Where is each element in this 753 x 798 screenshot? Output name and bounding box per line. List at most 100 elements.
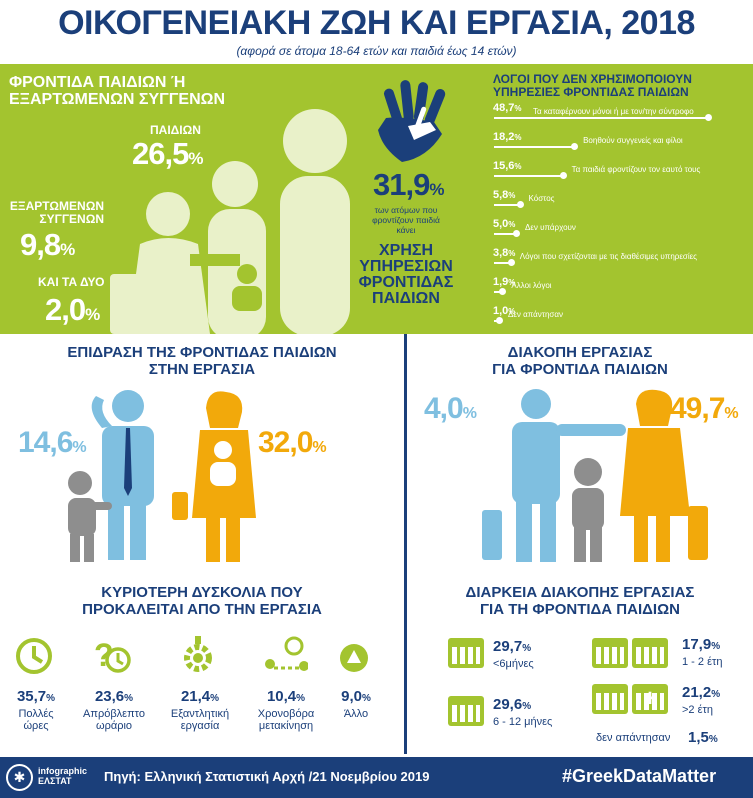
usage-description: των ατόμων που φροντίζουν παιδιά κάνει bbox=[358, 205, 454, 235]
footer-source: Πηγή: Ελληνική Στατιστική Αρχή /21 Νοεμβ… bbox=[104, 769, 430, 784]
difficulty-label-line: Χρονοβόρα bbox=[257, 708, 315, 720]
percent-sign: % bbox=[514, 162, 522, 171]
percent-sign: % bbox=[522, 701, 532, 712]
difficulty-number: 9,0 bbox=[341, 688, 362, 705]
usage-desc-line: φροντίζουν παιδιά bbox=[372, 215, 440, 225]
percent-sign: % bbox=[711, 641, 721, 652]
difficulty-number: 23,6 bbox=[94, 688, 125, 705]
duration-heading-line: ΔΙΑΡΚΕΙΑ ΔΙΑΚΟΠΗΣ ΕΡΓΑΣΙΑΣ bbox=[465, 584, 695, 601]
reason-label: Λόγοι που σχετίζονται με τις διαθέσιμες … bbox=[519, 252, 698, 261]
percent-sign: % bbox=[85, 305, 100, 324]
elstat-logo-icon: ✱ bbox=[6, 764, 33, 791]
duration-label: 6 - 12 μήνες bbox=[493, 716, 553, 728]
relatives-label: ΕΞΑΡΤΩΜΕΝΩΝ ΣΥΓΓΕΝΩΝ bbox=[4, 200, 104, 226]
no-answer-value: 1,5% bbox=[688, 729, 718, 746]
percent-sign: % bbox=[46, 693, 56, 704]
percent-sign: % bbox=[514, 133, 522, 142]
usage-label-line: ΦΡΟΝΤΙΔΑΣ bbox=[358, 274, 454, 291]
parents-illustration bbox=[68, 390, 256, 562]
difficulty-label-line: ώρες bbox=[23, 720, 49, 732]
duration-label: >2 έτη bbox=[682, 704, 713, 716]
difficulty-label: Πολλές ώρες bbox=[0, 708, 78, 732]
page-title: ΟΙΚΟΓΕΝΕΙΑΚΗ ΖΩΗ ΚΑΙ ΕΡΓΑΣΙΑ, 2018 bbox=[58, 4, 695, 42]
calendar-plus-icon: + bbox=[632, 684, 668, 714]
both-label: ΚΑΙ ΤΑ ΔΥΟ bbox=[38, 275, 105, 289]
reasons-heading-line: ΥΠΗΡΕΣΙΕΣ ΦΡΟΝΤΙΔΑΣ ΠΑΙΔΙΩΝ bbox=[493, 85, 689, 99]
percent-sign: % bbox=[508, 191, 516, 200]
difficulty-heading: ΚΥΡΙΟΤΕΡΗ ΔΥΣΚΟΛΙΑ ΠΟΥ ΠΡΟΚΑΛΕΙΤΑΙ ΑΠΟ Τ… bbox=[0, 584, 404, 618]
clock-icon bbox=[16, 638, 52, 674]
difficulty-label: Απρόβλεπτο ωράριο bbox=[72, 708, 156, 732]
relatives-label-line: ΣΥΓΓΕΝΩΝ bbox=[39, 212, 104, 226]
difficulty-value: 10,4% bbox=[246, 688, 326, 705]
reason-value: 1,0% bbox=[493, 305, 515, 317]
section-divider bbox=[404, 334, 407, 754]
reason-bar bbox=[494, 262, 511, 264]
relatives-label-line: ΕΞΑΡΤΩΜΕΝΩΝ bbox=[9, 199, 104, 213]
calendar-icon bbox=[448, 696, 484, 726]
interruption-men-number: 4,0 bbox=[424, 392, 464, 425]
footer-logo-line: infographic bbox=[38, 766, 87, 776]
impact-women-value: 32,0% bbox=[258, 426, 327, 460]
duration-label: <6μήνες bbox=[493, 658, 534, 670]
duration-heading-line: ΓΙΑ ΤΗ ΦΡΟΝΤΙΔΑ ΠΑΙΔΙΩΝ bbox=[480, 601, 680, 618]
difficulty-value: 23,6% bbox=[74, 688, 154, 705]
reason-row: 3,8% Λόγοι που σχετίζονται με τις διαθέσι… bbox=[493, 247, 748, 269]
reason-row: 18,2% Βοηθούν συγγενείς και φίλοι bbox=[493, 131, 748, 153]
impact-men-value: 14,6% bbox=[18, 426, 87, 460]
reason-label: Δεν υπάρχουν bbox=[525, 223, 576, 232]
reason-value: 1,9% bbox=[493, 276, 515, 288]
percent-sign: % bbox=[522, 643, 532, 654]
footer: ✱ infographic ΕΛΣΤΑΤ Πηγή: Ελληνική Στατ… bbox=[0, 757, 753, 798]
reason-label: Τα καταφέρνουν μόνοι ή με τον/την σύντρο… bbox=[533, 107, 694, 116]
difficulty-label: Άλλο bbox=[314, 708, 398, 720]
reason-dot bbox=[499, 288, 507, 295]
page-subtitle: (αφορά σε άτομα 18-64 ετών και παιδιά έω… bbox=[236, 44, 517, 58]
reason-label: Δεν απάντησαν bbox=[508, 310, 563, 319]
difficulty-value: 35,7% bbox=[0, 688, 76, 705]
difficulty-label: Εξαντλητική εργασία bbox=[158, 708, 242, 732]
usage-label-line: ΠΑΙΔΙΩΝ bbox=[372, 290, 440, 307]
triangle-icon bbox=[340, 644, 368, 672]
footer-logo-text: infographic ΕΛΣΤΑΤ bbox=[38, 766, 87, 786]
reason-bar bbox=[494, 291, 503, 293]
footer-logo-line: ΕΛΣΤΑΤ bbox=[38, 776, 72, 786]
reason-bar bbox=[494, 233, 516, 235]
reason-dot bbox=[513, 230, 520, 237]
family-hug-illustration bbox=[482, 389, 708, 562]
interruption-women-number: 49,7 bbox=[670, 392, 725, 425]
percent-sign: % bbox=[462, 405, 477, 422]
reason-number: 1,9 bbox=[493, 276, 509, 288]
reasons-heading-line: ΛΟΓΟΙ ΠΟΥ ΔΕΝ ΧΡΗΣΙΜΟΠΟΙΟΥΝ bbox=[493, 72, 692, 86]
duration-number: 29,7 bbox=[493, 638, 523, 655]
usage-number: 31,9 bbox=[373, 167, 430, 202]
reason-row: 1,9% Άλλοι λόγοι bbox=[493, 276, 748, 298]
percent-sign: % bbox=[711, 689, 721, 700]
percent-sign: % bbox=[724, 405, 738, 422]
reason-dot bbox=[507, 259, 515, 266]
reasons-heading: ΛΟΓΟΙ ΠΟΥ ΔΕΝ ΧΡΗΣΙΜΟΠΟΙΟΥΝ ΥΠΗΡΕΣΙΕΣ ΦΡ… bbox=[493, 73, 692, 99]
reason-dot bbox=[571, 143, 579, 150]
reason-label: Κόστος bbox=[528, 194, 555, 203]
interruption-men-value: 4,0% bbox=[424, 392, 477, 426]
percent-sign: % bbox=[60, 240, 75, 259]
percent-sign: % bbox=[312, 439, 326, 456]
duration-label: 1 - 2 έτη bbox=[682, 656, 723, 668]
duration-number: 29,6 bbox=[493, 696, 523, 713]
percent-sign: % bbox=[72, 439, 86, 456]
percent-sign: % bbox=[429, 180, 444, 199]
difficulty-label-line: εργασία bbox=[180, 720, 220, 732]
footer-hashtag: #GreekDataMatter bbox=[562, 766, 717, 786]
both-value: 2,0% bbox=[45, 292, 100, 328]
reason-dot bbox=[559, 172, 567, 179]
no-answer-number: 1,5 bbox=[688, 729, 709, 746]
calendar-icon bbox=[632, 638, 668, 668]
reason-value: 5,8% bbox=[493, 189, 515, 201]
difficulty-label-line: Άλλο bbox=[343, 708, 369, 720]
percent-sign: % bbox=[508, 278, 516, 287]
difficulty-value: 9,0% bbox=[316, 688, 396, 705]
difficulty-list: 35,7% Πολλές ώρες? 23,6% Απρόβλεπτο ωράριο 21,… bbox=[0, 630, 404, 750]
usage-value: 31,9% bbox=[373, 167, 444, 203]
relatives-value: 9,8% bbox=[20, 227, 75, 263]
impact-women-number: 32,0 bbox=[258, 426, 313, 459]
